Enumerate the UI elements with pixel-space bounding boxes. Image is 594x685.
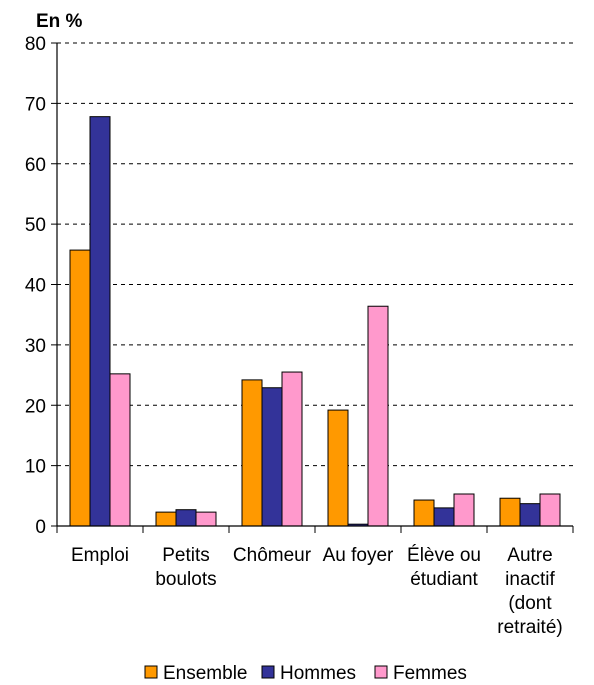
x-category-label: Chômeur [233, 545, 312, 566]
bar-femmes-3 [367, 305, 389, 527]
unit-label: En % [36, 11, 83, 32]
bar-hommes-2 [261, 387, 283, 527]
y-tick-label: 20 [25, 396, 46, 417]
y-tick-label: 10 [25, 457, 46, 478]
bar-femmes-0 [109, 373, 131, 527]
x-category-label: Au foyer [323, 545, 394, 566]
y-tick-label: 40 [25, 276, 46, 297]
y-tick-label: 50 [25, 215, 46, 236]
x-category-label: Autre [507, 545, 552, 566]
bar-ensemble-0 [69, 249, 91, 527]
legend-label-femmes: Femmes [393, 663, 467, 684]
bar-ensemble-3 [327, 409, 349, 527]
x-category-label: Élève ou [407, 545, 481, 566]
x-category-label: Emploi [71, 545, 129, 566]
y-tick-label: 60 [25, 155, 46, 176]
bar-hommes-0 [89, 116, 111, 527]
y-tick-label: 70 [25, 94, 46, 115]
bar-ensemble-2 [241, 379, 263, 527]
bar-femmes-4 [453, 493, 475, 527]
bar-femmes-5 [539, 493, 561, 527]
y-tick-label: 30 [25, 336, 46, 357]
bar-ensemble-4 [413, 499, 435, 527]
gridlines [57, 42, 573, 467]
axes [56, 43, 574, 533]
legend: Ensemble Hommes Femmes [144, 663, 467, 684]
bar-femmes-2 [281, 371, 303, 527]
x-category-label: retraité) [497, 617, 562, 638]
legend-swatch-femmes [374, 665, 388, 679]
legend-label-ensemble: Ensemble [163, 663, 248, 684]
x-category-label: Petits [162, 545, 210, 566]
bar-ensemble-5 [499, 497, 521, 527]
bar-femmes-1 [195, 511, 217, 527]
y-tick-label: 0 [35, 517, 46, 538]
bar-hommes-5 [519, 503, 541, 527]
y-axis-ticks: 0 10 20 30 40 50 60 70 80 [25, 34, 57, 538]
x-axis-labels: Emploi Petits boulots Chômeur Au foyer Élève … [71, 545, 563, 638]
x-category-label: inactif [505, 569, 555, 590]
x-category-label: (dont [508, 593, 552, 614]
legend-label-hommes: Hommes [280, 663, 356, 684]
bar-hommes-4 [433, 507, 455, 527]
bar-ensemble-1 [155, 511, 177, 527]
x-category-label: étudiant [410, 569, 478, 590]
legend-swatch-ensemble [144, 665, 158, 679]
bar-hommes-1 [175, 509, 197, 527]
legend-swatch-hommes [261, 665, 275, 679]
x-category-label: boulots [155, 569, 216, 590]
y-tick-label: 80 [25, 34, 46, 55]
bars-group [69, 116, 561, 527]
